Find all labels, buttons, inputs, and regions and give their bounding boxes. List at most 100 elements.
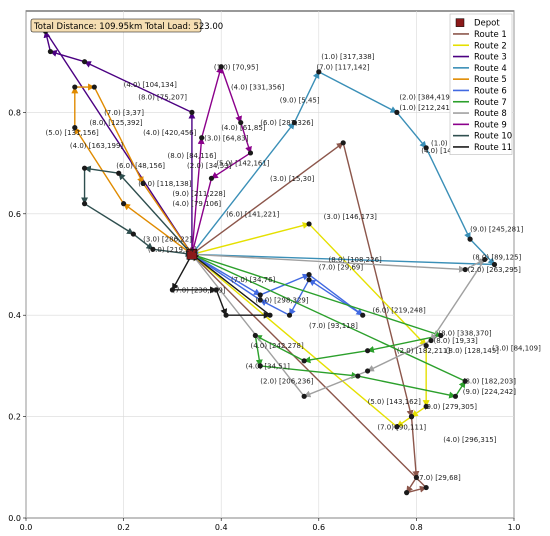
node-label: (3.0) [146,173] [324, 213, 377, 221]
x-tick-label: 0.4 [215, 523, 228, 532]
legend-depot-swatch [455, 18, 465, 27]
customer-node [462, 378, 468, 384]
route-10 [81, 165, 193, 258]
legend-label: Route 1 [474, 30, 507, 40]
customer-node [247, 150, 254, 156]
route-2 [191, 222, 430, 428]
route-segment [190, 178, 213, 256]
node-label: (8.0) [75,207] [138, 94, 187, 102]
route-segment [406, 485, 427, 494]
customer-node [91, 84, 97, 90]
y-tick-label: 0.6 [8, 210, 21, 219]
route-segment [123, 203, 193, 255]
route-segment [430, 259, 486, 342]
customer-node [404, 490, 410, 496]
route-segment [308, 279, 364, 316]
route-segment [191, 137, 205, 255]
customer-node [452, 393, 459, 399]
node-label: (7.0) [93,118] [309, 322, 358, 330]
route-segment [43, 30, 52, 52]
node-label: (6.0) [141,221] [226, 210, 279, 218]
route-segment [260, 365, 359, 379]
customer-node [467, 236, 473, 242]
route-segment [425, 147, 471, 240]
node-label: (7.0) [90,111] [377, 423, 426, 431]
customer-node [462, 266, 468, 273]
node-label: (4.0) [34,51] [246, 362, 291, 370]
legend-label: Route 5 [474, 75, 507, 85]
customer-node [438, 332, 444, 339]
route-segment [366, 334, 441, 353]
axis-ticks: 0.0 0.2 0.4 0.6 0.8 1.0 0.0 0.2 0.4 0.6 0.8 [8, 108, 520, 532]
route-segment [83, 165, 119, 174]
route-segment [93, 86, 144, 185]
node-label: (6.0) [48,156] [116, 162, 165, 170]
x-tick-label: 0.8 [410, 523, 423, 532]
route-segment [191, 251, 495, 266]
customer-node [218, 64, 224, 70]
customer-node [81, 201, 88, 207]
customer-node [213, 287, 219, 293]
customer-node [116, 170, 122, 176]
legend-box [449, 13, 513, 155]
node-label: (3.0) [84,109] [492, 345, 541, 353]
route-segment [288, 279, 310, 316]
route-segment [342, 142, 414, 418]
customer-node [199, 135, 205, 141]
node-label: (4.0) [242,278] [250, 342, 303, 350]
node-label: (6.0) [287,326] [260, 119, 313, 127]
route-segment [84, 203, 134, 235]
route-segment [396, 416, 412, 428]
customer-node [423, 403, 429, 410]
route-segment [396, 111, 427, 149]
route-segment [171, 254, 193, 291]
route-segment [469, 238, 495, 266]
node-label: (4.0) [331,356] [231, 84, 284, 92]
node-label: (3.0) [286,22] [143, 236, 192, 244]
node-label: (8.0) [125,392] [89, 119, 142, 127]
customer-node [491, 261, 498, 268]
customer-node [47, 48, 54, 55]
route-segment [215, 289, 228, 316]
customer-node [340, 140, 346, 146]
customer-node [150, 246, 156, 252]
nodes [42, 28, 498, 496]
route-segment [191, 253, 261, 301]
customer-node [223, 312, 229, 318]
customer-node [306, 221, 312, 227]
customer-node [316, 69, 322, 75]
customer-node [306, 272, 312, 278]
customer-node [257, 292, 263, 298]
node-label: (9.0) [211,228] [172, 190, 225, 198]
route-segment [191, 222, 310, 256]
route-segment [254, 335, 263, 367]
x-tick-label: 0.6 [312, 523, 325, 532]
route-segment [191, 253, 305, 397]
x-tick-label: 0.2 [117, 523, 130, 532]
node-label: (1.0) [70,95] [214, 63, 259, 71]
route-segment [464, 258, 486, 271]
route-segment [366, 339, 432, 372]
node-label: (9.0) [5,45] [280, 96, 320, 104]
legend-label: Route 9 [474, 120, 507, 130]
node-label: (1.0) [118,138] [138, 180, 191, 188]
route-segment [201, 66, 223, 138]
route-4 [191, 71, 495, 266]
customer-node [208, 175, 215, 181]
node-label: (9.0) [224,242] [463, 388, 516, 396]
customer-node [413, 474, 419, 481]
route-segment [410, 416, 420, 479]
customer-node [267, 312, 273, 318]
legend-label: Route 3 [474, 53, 507, 63]
customer-node [81, 59, 88, 65]
node-label: (7.0) [238,259] [172, 286, 225, 294]
customer-node [423, 145, 429, 151]
legend-label: Depot [474, 19, 500, 29]
customer-node [291, 119, 297, 126]
customer-node [301, 393, 307, 399]
y-tick-label: 0.8 [8, 108, 21, 117]
y-tick-label: 0.4 [8, 311, 21, 320]
node-label: (3.0) [64,83] [204, 134, 249, 142]
node-label: (2.0) [182,211] [397, 347, 450, 355]
